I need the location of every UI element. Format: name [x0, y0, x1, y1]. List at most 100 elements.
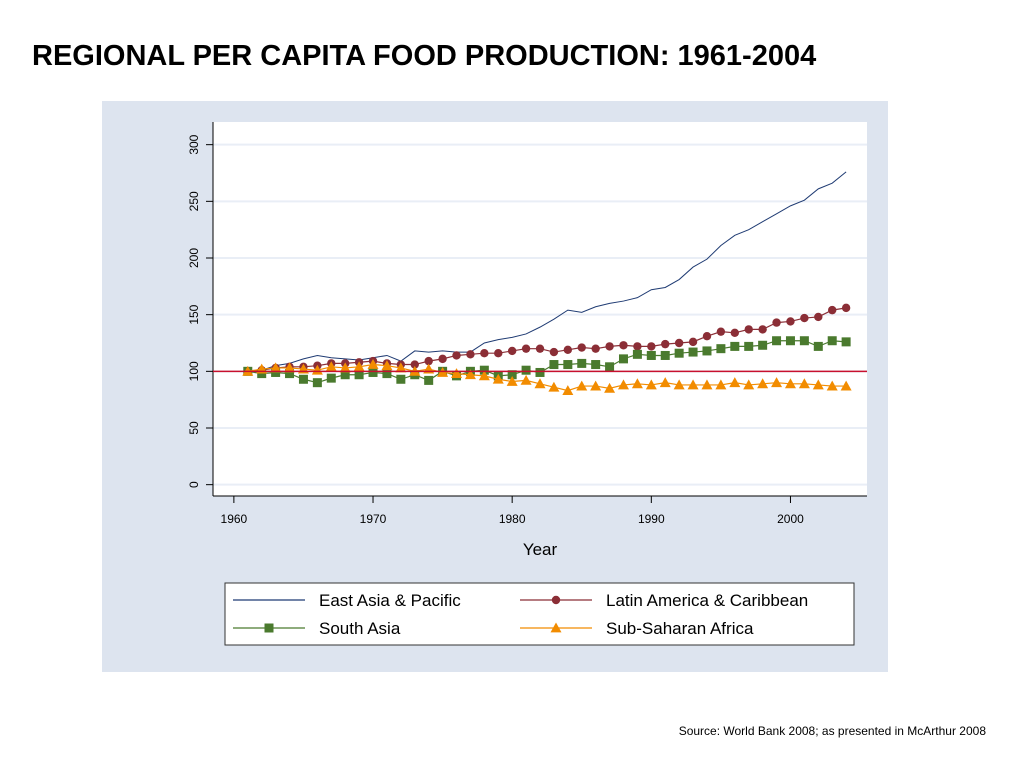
data-point [702, 346, 712, 356]
x-tick-label: 1980 [499, 512, 526, 526]
data-point [702, 332, 712, 341]
data-point [549, 347, 559, 357]
data-point [577, 343, 586, 352]
data-point [507, 370, 517, 380]
data-point [548, 381, 560, 392]
data-point [744, 325, 753, 334]
data-point [715, 379, 727, 390]
data-point [798, 378, 810, 389]
data-point [687, 379, 699, 390]
data-point [535, 344, 545, 353]
data-point [673, 379, 685, 390]
data-point [284, 362, 296, 373]
data-point [298, 374, 308, 384]
data-point [576, 380, 588, 391]
data-point [674, 338, 684, 348]
y-tick-label: 0 [187, 481, 201, 488]
data-point [688, 337, 698, 347]
data-point [451, 368, 463, 378]
series-south_asia [243, 336, 851, 388]
data-point [551, 595, 561, 605]
data-point [688, 347, 698, 357]
data-point [535, 367, 545, 377]
data-point [339, 362, 351, 373]
data-point [716, 327, 726, 336]
data-point [646, 350, 656, 360]
data-point [716, 344, 726, 354]
data-point [799, 336, 809, 346]
data-point [619, 341, 628, 350]
x-tick-label: 1990 [638, 512, 665, 526]
data-point [631, 378, 643, 389]
data-point [784, 378, 796, 389]
data-point [506, 376, 518, 386]
data-point [534, 378, 546, 389]
data-point [730, 328, 740, 337]
data-point [840, 380, 852, 391]
legend-label: Latin America & Caribbean [606, 591, 808, 610]
data-point [424, 375, 434, 385]
data-point [743, 379, 755, 390]
data-point [785, 336, 795, 346]
data-point [478, 370, 490, 381]
data-point [730, 341, 740, 351]
data-point [828, 305, 837, 315]
data-point [452, 351, 461, 360]
data-point [325, 361, 337, 372]
data-point [814, 312, 823, 322]
data-point [521, 344, 531, 353]
data-point [479, 365, 489, 375]
y-tick-label: 200 [187, 248, 201, 268]
data-point [605, 362, 615, 372]
data-point [786, 317, 795, 326]
data-point [562, 385, 574, 395]
data-point [312, 378, 322, 388]
data-point [758, 325, 767, 334]
data-point [410, 360, 419, 369]
data-point [772, 318, 781, 327]
data-point [647, 342, 656, 351]
data-point [521, 365, 531, 375]
data-point [645, 379, 657, 390]
y-tick-label: 100 [187, 361, 201, 381]
data-point [757, 378, 769, 389]
data-point [285, 369, 295, 379]
x-axis-title: Year [523, 540, 558, 559]
data-point [841, 337, 851, 347]
data-point [591, 344, 600, 353]
data-point [661, 339, 670, 349]
data-point [464, 369, 476, 380]
plot-area [213, 122, 867, 496]
data-point [563, 360, 573, 370]
data-point [605, 342, 614, 351]
data-point [340, 370, 350, 380]
data-point [618, 354, 628, 364]
data-point [549, 360, 559, 370]
data-point [660, 350, 670, 360]
legend-item: South Asia [233, 619, 401, 638]
data-point [563, 345, 573, 354]
axes: 0 50 100 150 200 250 300 1960 1970 1980 1990 2000 [187, 122, 867, 526]
data-point [271, 367, 281, 377]
data-point [354, 370, 364, 380]
x-tick-label: 2000 [777, 512, 804, 526]
data-point [772, 336, 782, 346]
data-point [701, 379, 713, 390]
data-point [632, 349, 642, 359]
y-tick-label: 150 [187, 304, 201, 324]
data-point [812, 379, 824, 390]
data-point [395, 362, 407, 373]
legend-item: Latin America & Caribbean [520, 591, 808, 610]
data-point [381, 360, 393, 371]
data-point [326, 373, 336, 383]
chart-title: REGIONAL PER CAPITA FOOD PRODUCTION: 196… [32, 40, 817, 72]
data-point [368, 367, 378, 377]
legend-label: Sub-Saharan Africa [606, 619, 754, 638]
data-point [591, 360, 601, 370]
y-tick-label: 300 [187, 134, 201, 154]
data-point [466, 350, 475, 359]
data-point [590, 380, 602, 391]
y-tick-label: 250 [187, 191, 201, 211]
legend-label: South Asia [319, 619, 401, 638]
